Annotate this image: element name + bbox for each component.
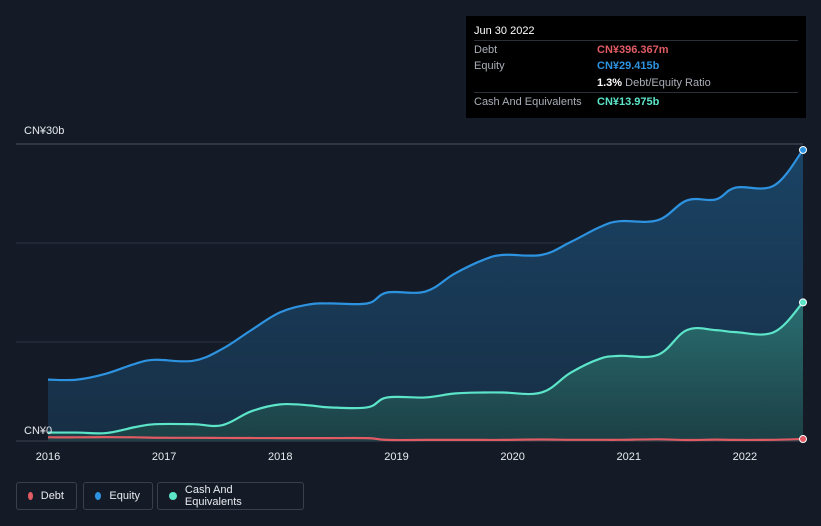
tooltip-label: Debt: [474, 44, 498, 56]
cash-and-equivalents-endpoint-marker: [799, 298, 807, 307]
tooltip-value: CN¥13.975b: [597, 96, 660, 108]
legend-dot-icon: [169, 492, 177, 500]
tooltip-label: Equity: [474, 60, 505, 72]
cash-and-equivalents-line: [47, 301, 804, 435]
y-axis-top-label: CN¥30b: [24, 125, 65, 137]
legend-dot-icon: [95, 492, 102, 500]
x-tick-label: 2019: [384, 451, 409, 463]
tooltip-row-equity: Equity CN¥29.415b: [474, 57, 798, 74]
x-tick-label: 2021: [616, 451, 642, 463]
debt-endpoint-marker: [799, 435, 807, 444]
x-tick-label: 2020: [500, 451, 525, 463]
x-tick-label: 2016: [35, 451, 61, 463]
tooltip-row-cash: Cash And Equivalents CN¥13.975b: [474, 92, 798, 110]
tooltip-date: Jun 30 2022: [474, 25, 535, 37]
legend-label: Debt: [40, 490, 64, 502]
x-tick-label: 2017: [151, 451, 177, 463]
x-tick-label: 2022: [732, 451, 758, 463]
equity-line: [47, 149, 804, 382]
legend-dot-icon: [28, 492, 33, 500]
cash-and-equivalents-area: [48, 302, 803, 441]
tooltip-row-ratio: 1.3% Debt/Equity Ratio: [474, 74, 798, 91]
tooltip-value: CN¥396.367m: [597, 44, 669, 56]
legend-label: Cash And Equivalents: [184, 484, 242, 508]
x-tick-label: 2018: [268, 451, 293, 463]
debt-line: [47, 436, 804, 442]
tooltip-value: CN¥29.415b: [597, 60, 660, 72]
legend-item-equity[interactable]: Equity: [83, 482, 153, 510]
y-axis-bottom-label: CN¥0: [24, 425, 53, 437]
legend-item-cash[interactable]: Cash And Equivalents: [157, 482, 304, 510]
tooltip-label: Cash And Equivalents: [474, 96, 582, 108]
tooltip-panel: Jun 30 2022 Debt CN¥396.367m Equity CN¥2…: [466, 16, 806, 118]
legend-item-debt[interactable]: Debt: [16, 482, 77, 510]
equity-endpoint-marker: [799, 145, 807, 154]
tooltip-row-debt: Debt CN¥396.367m: [474, 40, 798, 58]
tooltip-ratio-value: 1.3% Debt/Equity Ratio: [597, 77, 711, 89]
legend-label: Equity: [109, 490, 140, 502]
